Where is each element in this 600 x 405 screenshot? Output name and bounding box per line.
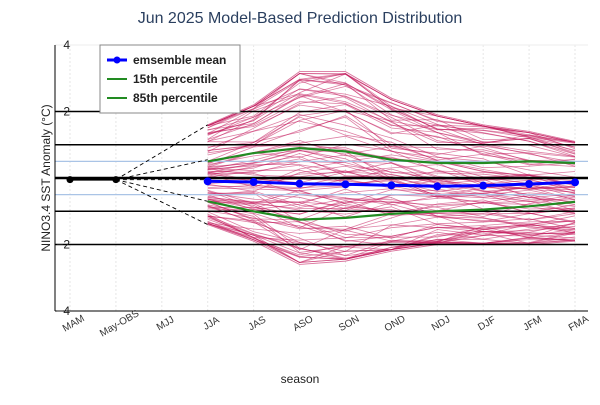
mean-point bbox=[295, 179, 304, 188]
ensemble-member-line bbox=[207, 104, 576, 161]
mean-point bbox=[433, 182, 442, 191]
y-tick-label: 4 bbox=[63, 38, 70, 52]
ensemble-member-line bbox=[207, 213, 576, 263]
observed-point bbox=[66, 176, 74, 184]
mean-point bbox=[525, 179, 534, 188]
ensemble-member-line bbox=[207, 109, 576, 176]
fan-dashed-line bbox=[115, 124, 208, 181]
mean-point bbox=[249, 177, 258, 186]
ensemble-member-line bbox=[207, 73, 576, 143]
chart-title: Jun 2025 Model-Based Prediction Distribu… bbox=[138, 10, 463, 27]
ensemble-member-line bbox=[207, 80, 576, 151]
fan-dashed-line bbox=[115, 179, 208, 225]
x-tick-label-jfm: JFM bbox=[522, 314, 544, 333]
fan-dashed-line bbox=[115, 159, 208, 181]
ensemble-member-line bbox=[207, 217, 576, 256]
series-line-85th-percentile bbox=[207, 146, 576, 165]
ensemble-member-line bbox=[207, 73, 576, 150]
x-tick-label-ond: OND bbox=[383, 314, 408, 335]
ensemble-member-line bbox=[207, 162, 576, 193]
legend-label-15th-percentile: 15th percentile bbox=[133, 72, 218, 86]
mean-point bbox=[571, 178, 579, 187]
x-tick-label-fma: FMA bbox=[567, 314, 591, 334]
y-tick-label: 2 bbox=[63, 105, 70, 119]
ensemble-member-line bbox=[207, 149, 576, 181]
x-tick-label-mjj: MJJ bbox=[155, 314, 176, 333]
legend-label-emsemble-mean: emsemble mean bbox=[133, 53, 226, 67]
ensemble-member-line bbox=[207, 109, 576, 165]
x-tick-label-aso: ASO bbox=[291, 314, 315, 334]
x-tick-label-jas: JAS bbox=[247, 314, 269, 333]
ensemble-member-line bbox=[207, 101, 576, 145]
legend: emsemble mean 15th percentile 85th percent… bbox=[99, 44, 241, 114]
ensemble-member-line bbox=[207, 200, 576, 230]
observed-point bbox=[112, 176, 120, 184]
ensemble-member-line bbox=[207, 114, 576, 169]
mean-point bbox=[203, 177, 212, 186]
y-tick-label: −4 bbox=[56, 304, 70, 318]
y-axis-label: NINO3.4 SST Anomaly (°C) bbox=[39, 104, 53, 251]
ensemble-member-line bbox=[207, 206, 576, 251]
x-tick-label-ndj: NDJ bbox=[430, 314, 452, 333]
ensemble-member-line bbox=[207, 216, 576, 241]
mean-point bbox=[479, 181, 488, 190]
x-axis-label: season bbox=[281, 372, 320, 386]
x-tick-label-may-obs: May-OBS bbox=[98, 308, 141, 339]
legend-label-85th-percentile: 85th percentile bbox=[133, 91, 218, 105]
ensemble-member-line bbox=[207, 79, 576, 148]
fan-dashed-line bbox=[115, 179, 208, 202]
ensemble-member-line bbox=[207, 194, 576, 215]
legend-marker-emsemble-mean bbox=[113, 56, 121, 64]
y-tick-label: −2 bbox=[56, 238, 70, 252]
series-line-15th-percentile bbox=[207, 200, 576, 221]
ensemble-member-line bbox=[207, 197, 576, 213]
ensemble-member-line bbox=[207, 198, 576, 234]
x-tick-label-jja: JJA bbox=[202, 315, 222, 333]
x-tick-label-son: SON bbox=[337, 314, 361, 334]
ensemble-member-line bbox=[207, 143, 576, 188]
ensemble-member-line bbox=[207, 188, 576, 223]
ensemble-member-line bbox=[207, 190, 576, 215]
ensemble-member-line bbox=[207, 189, 576, 221]
mean-point bbox=[341, 180, 350, 189]
mean-point bbox=[387, 181, 396, 190]
ensemble-member-line bbox=[207, 200, 576, 221]
ensemble-member-line bbox=[207, 165, 576, 203]
ensemble-member-line bbox=[207, 205, 576, 253]
x-tick-label-djf: DJF bbox=[476, 314, 497, 333]
ensemble-upper-member bbox=[207, 71, 576, 142]
ensemble-member-line bbox=[207, 104, 576, 155]
